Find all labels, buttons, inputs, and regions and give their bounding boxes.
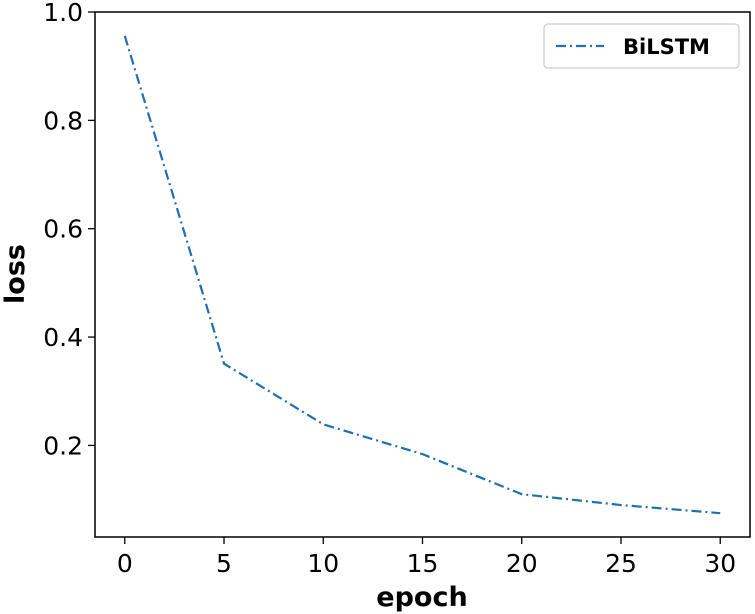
x-tick-label: 20 [506,549,538,578]
y-tick-label: 0.6 [43,215,83,244]
y-tick-label: 0.8 [43,106,83,135]
y-tick-label: 0.4 [43,323,83,352]
y-axis-label: loss [0,244,31,304]
x-tick-label: 30 [704,549,736,578]
x-tick-label: 25 [605,549,637,578]
legend: BiLSTM [543,23,740,69]
y-tick-label: 0.2 [43,431,83,460]
x-tick-label: 15 [407,549,439,578]
y-tick-label: 1.0 [43,0,83,27]
x-tick-label: 5 [216,549,232,578]
legend-label-bilstm: BiLSTM [623,35,710,59]
x-tick-label: 0 [117,549,133,578]
plot-frame [94,11,751,538]
series-line-bilstm [123,35,721,515]
legend-box [543,23,740,69]
x-axis-label: epoch [376,582,467,613]
x-tick-label: 10 [307,549,339,578]
